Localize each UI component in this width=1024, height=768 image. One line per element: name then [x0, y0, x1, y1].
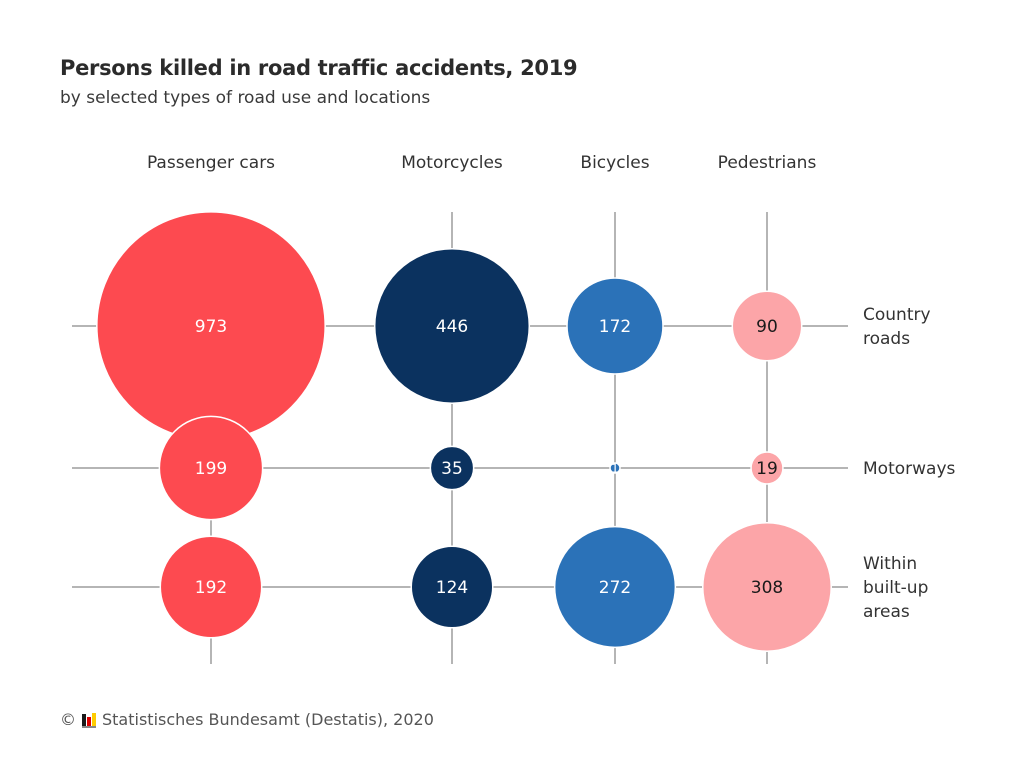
bubble-bicycles-motorways [609, 462, 621, 474]
column-label-motorcycles: Motorcycles [401, 153, 503, 173]
bubble-motorcycles-motorways-label: 35 [441, 459, 463, 479]
bubble-passenger-cars-motorways [158, 415, 264, 521]
bubble-motorcycles-within-built-up-areas-label: 124 [436, 578, 468, 598]
copyright-symbol: © [60, 710, 76, 729]
bubble-motorcycles-country-roads-label: 446 [436, 317, 468, 337]
bubble-motorcycles-motorways [429, 445, 475, 491]
row-label-motorways: Motorways [863, 459, 956, 479]
bubble-bicycles-within-built-up-areas-label: 272 [599, 578, 631, 598]
bubble-motorcycles-within-built-up-areas [410, 545, 494, 629]
bubble-passenger-cars-motorways-label: 199 [195, 459, 227, 479]
column-label-bicycles: Bicycles [580, 153, 649, 173]
bubble-bicycles-country-roads-label: 172 [599, 317, 631, 337]
bubble-pedestrians-country-roads-label: 90 [756, 317, 778, 337]
bubble-bicycles-within-built-up-areas [553, 525, 677, 649]
bubble-passenger-cars-within-built-up-areas [159, 535, 263, 639]
column-label-pedestrians: Pedestrians [718, 153, 817, 173]
column-label-passenger-cars: Passenger cars [147, 153, 275, 173]
bubble-passenger-cars-country-roads-label: 973 [195, 317, 227, 337]
bubble-bicycles-country-roads [566, 277, 664, 375]
destatis-logo-icon [82, 712, 96, 728]
bubble-motorcycles-country-roads [373, 247, 531, 405]
source-text: Statistisches Bundesamt (Destatis), 2020 [102, 710, 434, 729]
bubble-pedestrians-motorways [750, 451, 784, 485]
chart-subtitle: by selected types of road use and locati… [60, 88, 431, 108]
bubble-bicycles-motorways-label: 1 [611, 461, 619, 475]
bubble-pedestrians-within-built-up-areas [702, 522, 832, 652]
row-label-within-built-up-areas: Within built-up areas [863, 554, 928, 622]
bubble-pedestrians-within-built-up-areas-label: 308 [751, 578, 783, 598]
bubble-pedestrians-motorways-label: 19 [756, 459, 778, 479]
bubble-passenger-cars-within-built-up-areas-label: 192 [195, 578, 227, 598]
footer: © Statistisches Bundesamt (Destatis), 20… [60, 710, 434, 729]
chart-title: Persons killed in road traffic accidents… [60, 56, 578, 80]
bubble-pedestrians-country-roads [731, 290, 803, 362]
row-label-country-roads: Country roads [863, 305, 931, 349]
